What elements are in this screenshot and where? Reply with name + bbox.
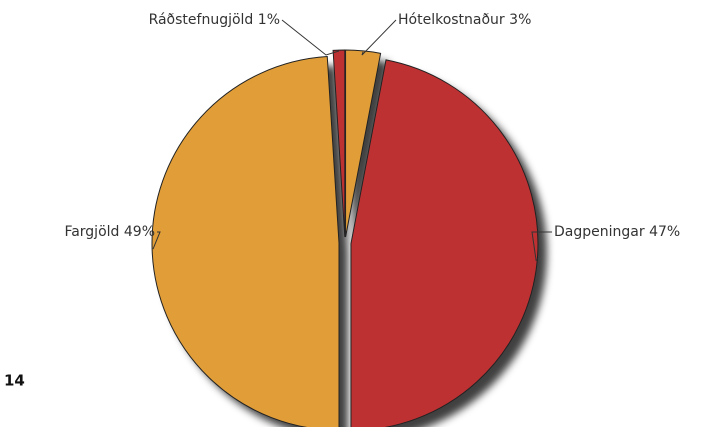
slice — [350, 59, 539, 431]
slice-label: Dagpeningar 47% — [554, 224, 680, 240]
slice-label: Fargjöld 49% — [64, 224, 155, 240]
leader-line — [152, 231, 161, 250]
slice-label: Ráðstefnugjöld 1% — [149, 12, 280, 28]
leader-line — [361, 19, 397, 56]
category-name: Fargjöld — [64, 224, 119, 240]
value-label: 49% — [124, 224, 155, 240]
slice-label: Hótelkostnaður 3% — [398, 12, 531, 28]
slice — [151, 56, 340, 431]
category-name: Hótelkostnaður — [398, 12, 505, 28]
value-label: 47% — [649, 224, 680, 240]
value-label: 1% — [258, 12, 280, 28]
slice — [332, 49, 346, 238]
leader-line — [281, 19, 340, 56]
slice — [345, 49, 382, 238]
slices — [151, 49, 539, 431]
category-name: Ráðstefnugjöld — [149, 12, 254, 28]
page-number: 14 — [4, 372, 25, 390]
value-label: 3% — [509, 12, 531, 28]
category-name: Dagpeningar — [554, 224, 645, 240]
leader-line — [531, 231, 552, 262]
